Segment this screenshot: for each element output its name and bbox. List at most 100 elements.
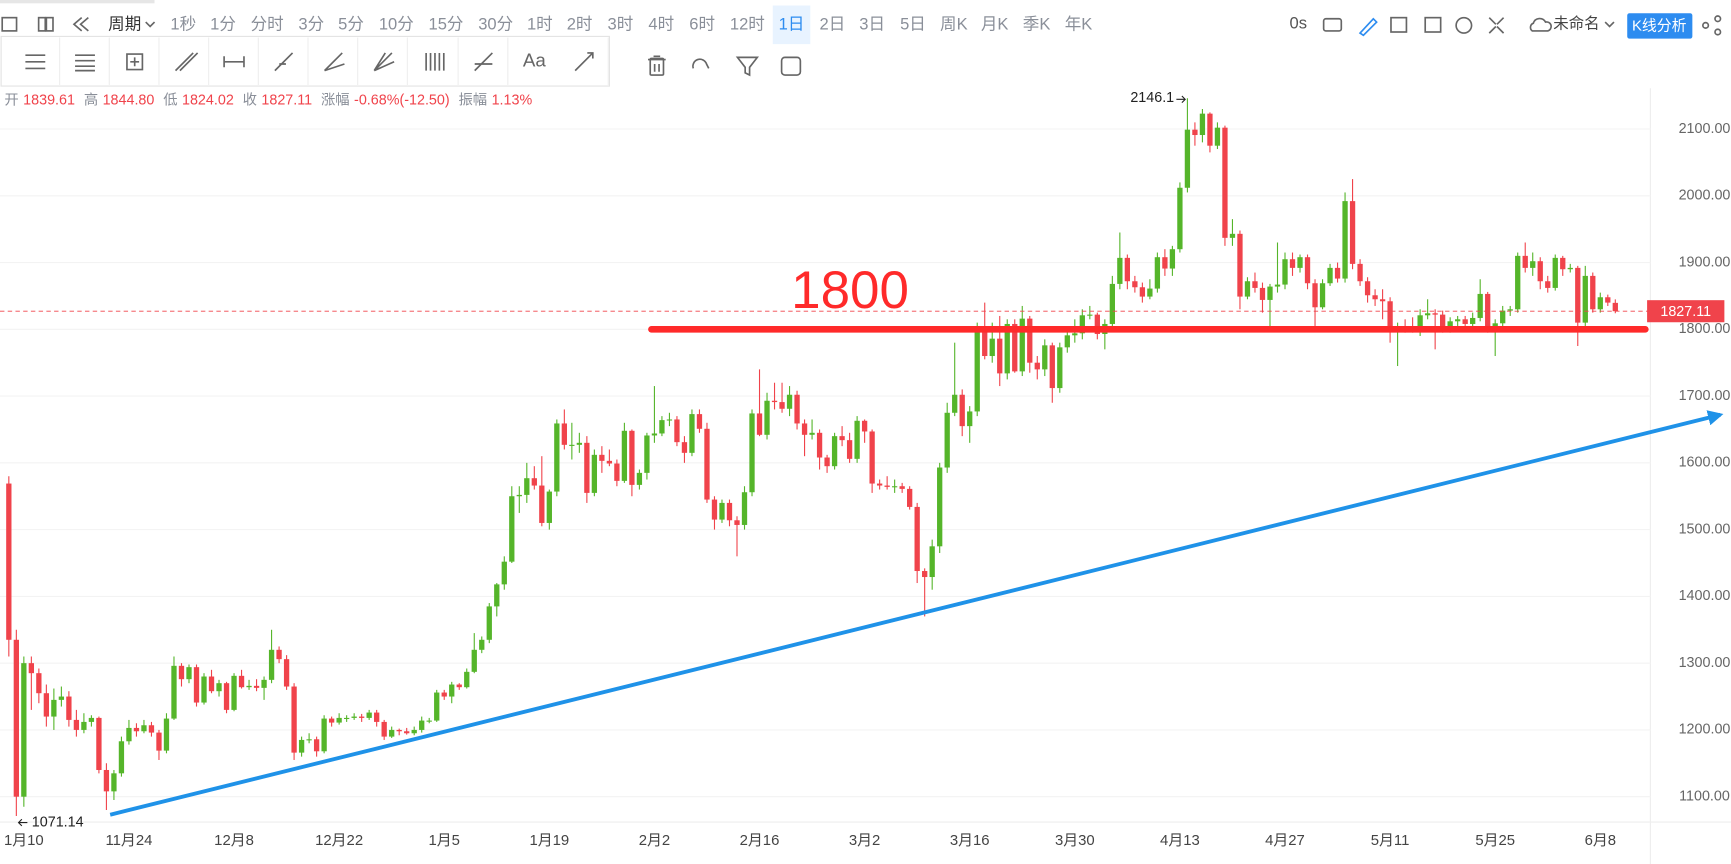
candle-body: [967, 411, 973, 427]
icon[interactable]: [692, 58, 710, 69]
tool-icon[interactable]: [223, 56, 245, 68]
interval[interactable]: 15分: [429, 15, 464, 34]
candle-body: [614, 463, 620, 481]
icon[interactable]: [37, 16, 47, 32]
y-tick-label: 1200.00: [1679, 722, 1731, 738]
candle-body: [659, 420, 665, 434]
interval[interactable]: 12时: [730, 15, 765, 34]
candle-body: [13, 639, 19, 797]
candle-body: [861, 420, 868, 432]
candle-body: [599, 454, 605, 461]
candle-body: [1507, 309, 1513, 311]
interval[interactable]: 10分: [379, 15, 414, 34]
candle-body: [539, 485, 545, 523]
interval[interactable]: 季K: [1023, 15, 1051, 34]
candle-body: [419, 720, 425, 730]
candle-body: [163, 718, 170, 751]
candle-body: [719, 502, 725, 520]
layout-name[interactable]: 未命名: [1553, 14, 1599, 32]
interval[interactable]: 30分: [478, 15, 513, 34]
interval[interactable]: 分时: [251, 15, 284, 34]
interval-list: 1秒 1分 分时 3分 5分 10分 15分 30分 1时 2时 3时 4时 6时 12时 1日 2日 3日 5日…: [170, 5, 1093, 45]
candle-body: [1192, 129, 1198, 136]
interval[interactable]: 1秒: [170, 15, 196, 34]
candle-body: [1282, 259, 1288, 285]
candle-body: [449, 684, 455, 697]
icon[interactable]: [72, 17, 89, 32]
candle-body: [546, 491, 552, 523]
candle-body: [531, 478, 537, 486]
interval[interactable]: 1分: [210, 15, 236, 34]
candle-body: [1560, 257, 1566, 270]
interval[interactable]: 年K: [1065, 15, 1093, 34]
dropdown-caret[interactable]: [145, 21, 156, 28]
tool-icon[interactable]: [25, 54, 46, 70]
info-value: 1827.11: [261, 92, 312, 108]
candle-body: [1237, 233, 1243, 297]
analysis-button-bg[interactable]: [1627, 13, 1693, 39]
icon[interactable]: [1358, 17, 1378, 37]
candle-body: [1582, 275, 1588, 323]
candle-body: [208, 676, 215, 692]
tool-icon[interactable]: [75, 54, 95, 72]
period-label[interactable]: 周期: [108, 15, 141, 34]
interval[interactable]: 6时: [689, 15, 715, 34]
candle-body: [1049, 345, 1055, 389]
y-tick-label: 1500.00: [1679, 521, 1731, 537]
interval[interactable]: 月K: [981, 15, 1009, 34]
tool-icon[interactable]: [425, 52, 445, 71]
candle-body: [66, 696, 72, 720]
candle-body: [389, 729, 395, 737]
interval[interactable]: 2日: [820, 15, 846, 34]
text-tool[interactable]: Aa: [523, 50, 547, 71]
interval[interactable]: 2时: [567, 15, 593, 34]
tool-icon[interactable]: [174, 52, 199, 72]
icon[interactable]: [1488, 17, 1505, 34]
candle-body: [126, 727, 132, 742]
icon[interactable]: [780, 56, 802, 76]
icon[interactable]: [1390, 16, 1408, 33]
candle-body: [479, 639, 485, 650]
tool-icon[interactable]: [323, 52, 345, 72]
icon[interactable]: [1, 16, 18, 32]
info-bar: 开 1839.61 高 1844.80 低 1824.02 收 1827.11 涨幅 -0.68%…: [4, 91, 532, 108]
icon[interactable]: [648, 55, 666, 72]
candle-body: [591, 454, 598, 493]
interval[interactable]: 1日: [779, 15, 805, 34]
candle-body: [501, 561, 507, 585]
interval[interactable]: 3时: [608, 15, 634, 34]
candle-body: [1064, 335, 1070, 348]
icon[interactable]: [1322, 17, 1343, 32]
tool-icon[interactable]: [574, 52, 594, 72]
interval[interactable]: 5日: [900, 15, 926, 34]
dropdown-caret[interactable]: [1604, 21, 1615, 28]
interval[interactable]: 周K: [940, 15, 968, 34]
candle-body: [411, 729, 417, 734]
candle-body: [51, 699, 57, 717]
tool-icon[interactable]: [126, 53, 144, 71]
icon[interactable]: [735, 56, 760, 77]
candle-body: [193, 667, 200, 703]
candle-body: [1177, 187, 1183, 250]
tool-icon[interactable]: [373, 52, 395, 72]
tool-icon[interactable]: [474, 52, 493, 72]
candle-body: [1289, 259, 1296, 268]
interval[interactable]: 4时: [648, 15, 674, 34]
candle-body: [1139, 287, 1146, 297]
candle-body: [246, 685, 252, 688]
icon[interactable]: [649, 57, 665, 76]
interval[interactable]: 5分: [338, 15, 364, 34]
candle-body: [1357, 263, 1363, 282]
interval[interactable]: 3分: [298, 15, 324, 34]
candle-body: [1447, 321, 1453, 329]
candle-body: [231, 675, 237, 710]
tool-icon[interactable]: [274, 52, 294, 72]
interval[interactable]: 3日: [859, 15, 885, 34]
interval[interactable]: 1时: [527, 15, 553, 34]
candles: [6, 98, 1618, 816]
icon[interactable]: [1455, 16, 1473, 34]
analysis-button[interactable]: K线分析: [1632, 17, 1687, 34]
candle-body: [291, 686, 297, 753]
icon[interactable]: [1529, 17, 1553, 32]
icon[interactable]: [1424, 16, 1442, 33]
